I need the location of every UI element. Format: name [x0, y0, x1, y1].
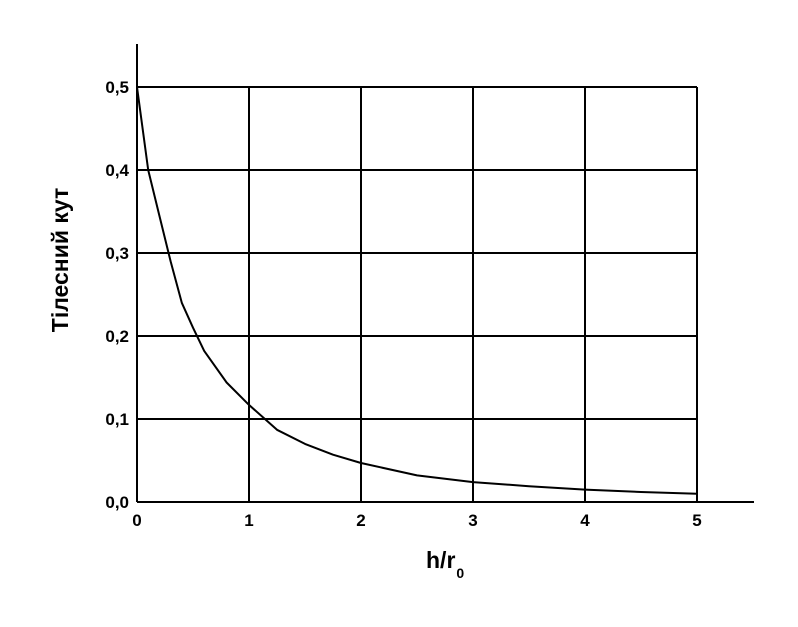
x-tick-label: 1	[244, 511, 253, 530]
series-line	[136, 86, 698, 495]
x-tick-label: 5	[692, 511, 701, 530]
x-tick-label: 4	[580, 511, 590, 530]
x-tick-label: 0	[132, 511, 141, 530]
x-axis-title: h/r0	[426, 547, 464, 581]
x-axis-title-subscript: 0	[456, 565, 464, 581]
x-tick-label: 3	[468, 511, 477, 530]
series-group	[136, 86, 698, 495]
y-axis-title: Тілесний кут	[47, 188, 73, 332]
y-tick-label: 0,4	[105, 161, 129, 180]
tick-labels: 0 1 2 3 4 5 0,0 0,1 0,2 0,3 0,4 0,5	[105, 78, 701, 530]
grid	[137, 86, 698, 502]
x-tick-label: 2	[356, 511, 365, 530]
x-axis-title-text: h/r	[426, 547, 455, 573]
y-tick-label: 0,2	[105, 327, 129, 346]
axes	[136, 44, 754, 503]
y-tick-label: 0,5	[105, 78, 129, 97]
y-tick-label: 0,1	[105, 410, 129, 429]
y-tick-label: 0,0	[105, 493, 129, 512]
y-tick-label: 0,3	[105, 244, 129, 263]
